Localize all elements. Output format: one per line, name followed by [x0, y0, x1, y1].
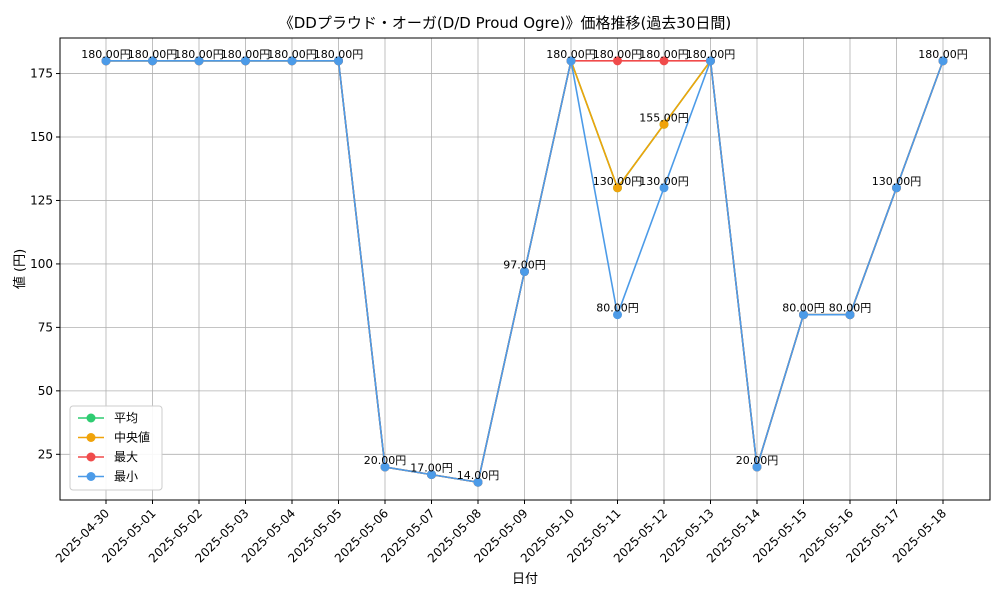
- series-point-2: [613, 56, 622, 66]
- data-label: 180.00円: [267, 48, 317, 61]
- legend-label-1: 中央値: [114, 430, 150, 445]
- series-point-3: [845, 310, 855, 320]
- data-label: 80.00円: [829, 302, 872, 315]
- series-point-3: [659, 183, 669, 193]
- y-tick-label: 50: [38, 384, 53, 398]
- legend-marker-2: [86, 452, 96, 462]
- y-tick-label: 100: [30, 257, 53, 271]
- x-axis-title: 日付: [512, 572, 538, 587]
- data-label: 130.00円: [639, 175, 689, 188]
- data-label: 180.00円: [593, 48, 643, 61]
- data-label: 17.00円: [410, 462, 453, 475]
- data-label: 97.00円: [503, 259, 546, 272]
- y-tick-label: 125: [30, 193, 53, 207]
- legend-label-0: 平均: [114, 411, 138, 425]
- data-label: 130.00円: [872, 175, 922, 188]
- data-label: 180.00円: [546, 48, 596, 61]
- series-point-3: [101, 56, 111, 66]
- series-point-3: [473, 477, 483, 487]
- chart-title: 《DDプラウド・オーガ(D/D Proud Ogre)》価格推移(過去30日間): [279, 14, 732, 32]
- series-point-3: [194, 56, 204, 66]
- series-point-3: [380, 462, 390, 472]
- legend-label-3: 最小: [114, 470, 138, 484]
- series-point-3: [241, 56, 250, 66]
- data-label: 180.00円: [81, 48, 131, 61]
- series-point-2: [659, 56, 669, 66]
- y-tick-label: 75: [38, 320, 53, 334]
- series-point-3: [706, 56, 715, 66]
- data-label: 180.00円: [174, 48, 224, 61]
- series-point-3: [938, 56, 948, 66]
- data-label: 180.00円: [128, 48, 178, 61]
- series-point-3: [520, 267, 529, 277]
- series-point-1: [659, 119, 669, 129]
- legend-frame: [69, 405, 163, 491]
- data-labels: 180.00円180.00円180.00円180.00円180.00円180.0…: [81, 48, 968, 482]
- y-axis-title: 値 (円): [12, 249, 28, 289]
- series-point-3: [799, 310, 808, 320]
- data-label: 80.00円: [782, 302, 825, 315]
- data-label: 180.00円: [918, 48, 968, 61]
- data-label: 80.00円: [596, 302, 639, 315]
- series-point-3: [752, 462, 762, 472]
- data-label: 180.00円: [221, 48, 271, 61]
- data-label: 20.00円: [364, 454, 407, 467]
- grid: [60, 38, 990, 500]
- data-label: 180.00円: [686, 48, 736, 61]
- series-point-3: [613, 310, 622, 320]
- y-tick-label: 25: [38, 447, 53, 461]
- data-label: 20.00円: [736, 454, 779, 467]
- data-label: 180.00円: [639, 48, 689, 61]
- y-tick-label: 150: [30, 130, 53, 144]
- series-layer: [101, 56, 948, 487]
- data-label: 14.00円: [457, 469, 500, 482]
- series-point-3: [334, 56, 343, 66]
- legend-label-2: 最大: [114, 450, 138, 464]
- series-point-3: [148, 56, 157, 66]
- series-point-1: [613, 183, 622, 193]
- y-tick-label: 175: [30, 67, 53, 81]
- series-point-3: [892, 183, 901, 193]
- data-label: 180.00円: [314, 48, 364, 61]
- series-point-3: [427, 470, 436, 480]
- y-axis: 25 50 75 100 125 150 175: [30, 67, 60, 461]
- x-axis: 2025-04-302025-05-012025-05-022025-05-03…: [53, 500, 949, 565]
- legend-marker-1: [86, 433, 96, 442]
- legend-marker-0: [86, 413, 96, 423]
- series-point-3: [566, 56, 576, 66]
- series-point-3: [287, 56, 297, 66]
- legend-marker-3: [86, 472, 96, 481]
- data-label: 130.00円: [593, 175, 643, 188]
- data-label: 155.00円: [639, 111, 689, 124]
